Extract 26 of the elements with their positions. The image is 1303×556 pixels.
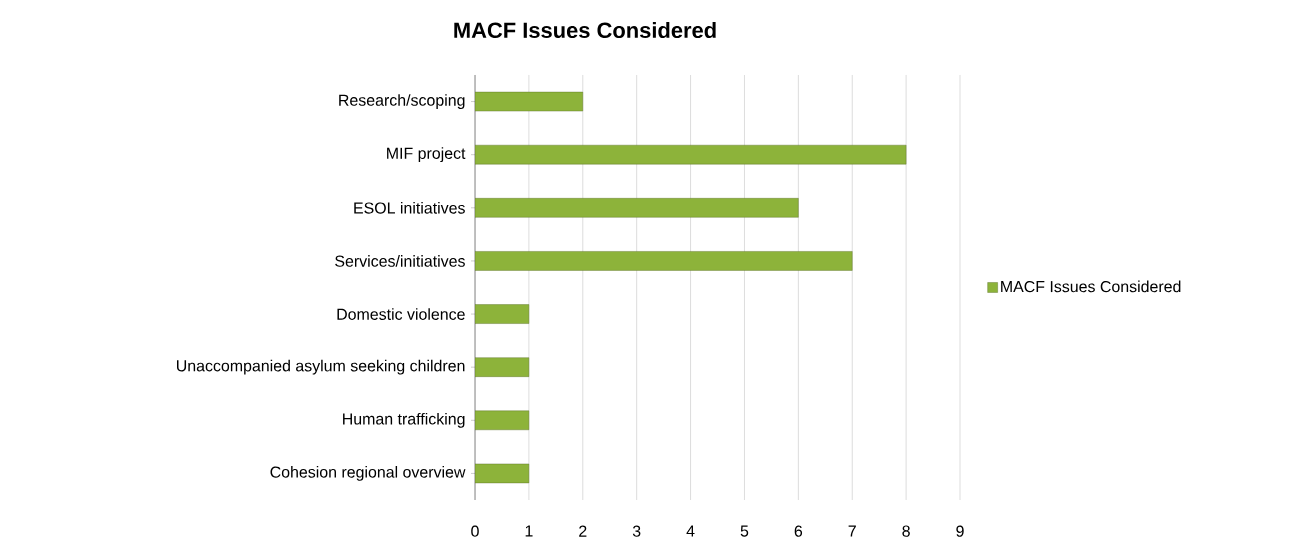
bar bbox=[475, 304, 530, 324]
y-tick-label: Services/initiatives bbox=[335, 255, 465, 267]
x-tick-label: 9 bbox=[956, 525, 964, 537]
x-tick-label: 4 bbox=[686, 525, 695, 537]
bar bbox=[475, 410, 530, 430]
x-tick-label: 2 bbox=[579, 525, 587, 537]
y-tick-label: Cohesion regional overview bbox=[270, 466, 466, 481]
x-tick-label: 1 bbox=[525, 525, 533, 537]
bar bbox=[475, 198, 799, 218]
x-tick-label: 8 bbox=[902, 525, 910, 537]
y-tick-label: Research/scoping bbox=[339, 94, 465, 109]
y-tick-label: MIF project bbox=[387, 147, 466, 163]
x-tick-label: 5 bbox=[740, 525, 749, 537]
x-tick-label: 0 bbox=[471, 525, 479, 537]
y-tick-label: Human trafficking bbox=[343, 412, 465, 428]
y-tick-label: Unaccompanied asylum seeking children bbox=[177, 359, 465, 375]
x-tick-label: 7 bbox=[848, 525, 856, 537]
legend-label: MACF Issues Considered bbox=[1001, 280, 1181, 293]
chart-title: MACF Issues Considered bbox=[454, 21, 716, 39]
bar bbox=[475, 251, 853, 271]
bar bbox=[475, 357, 530, 377]
bar bbox=[475, 144, 907, 165]
x-tick-label: 3 bbox=[632, 525, 641, 537]
y-tick-label: ESOL initiatives bbox=[354, 201, 465, 214]
x-tick-label: 6 bbox=[794, 525, 803, 537]
y-tick-label: Domestic violence bbox=[337, 308, 465, 320]
